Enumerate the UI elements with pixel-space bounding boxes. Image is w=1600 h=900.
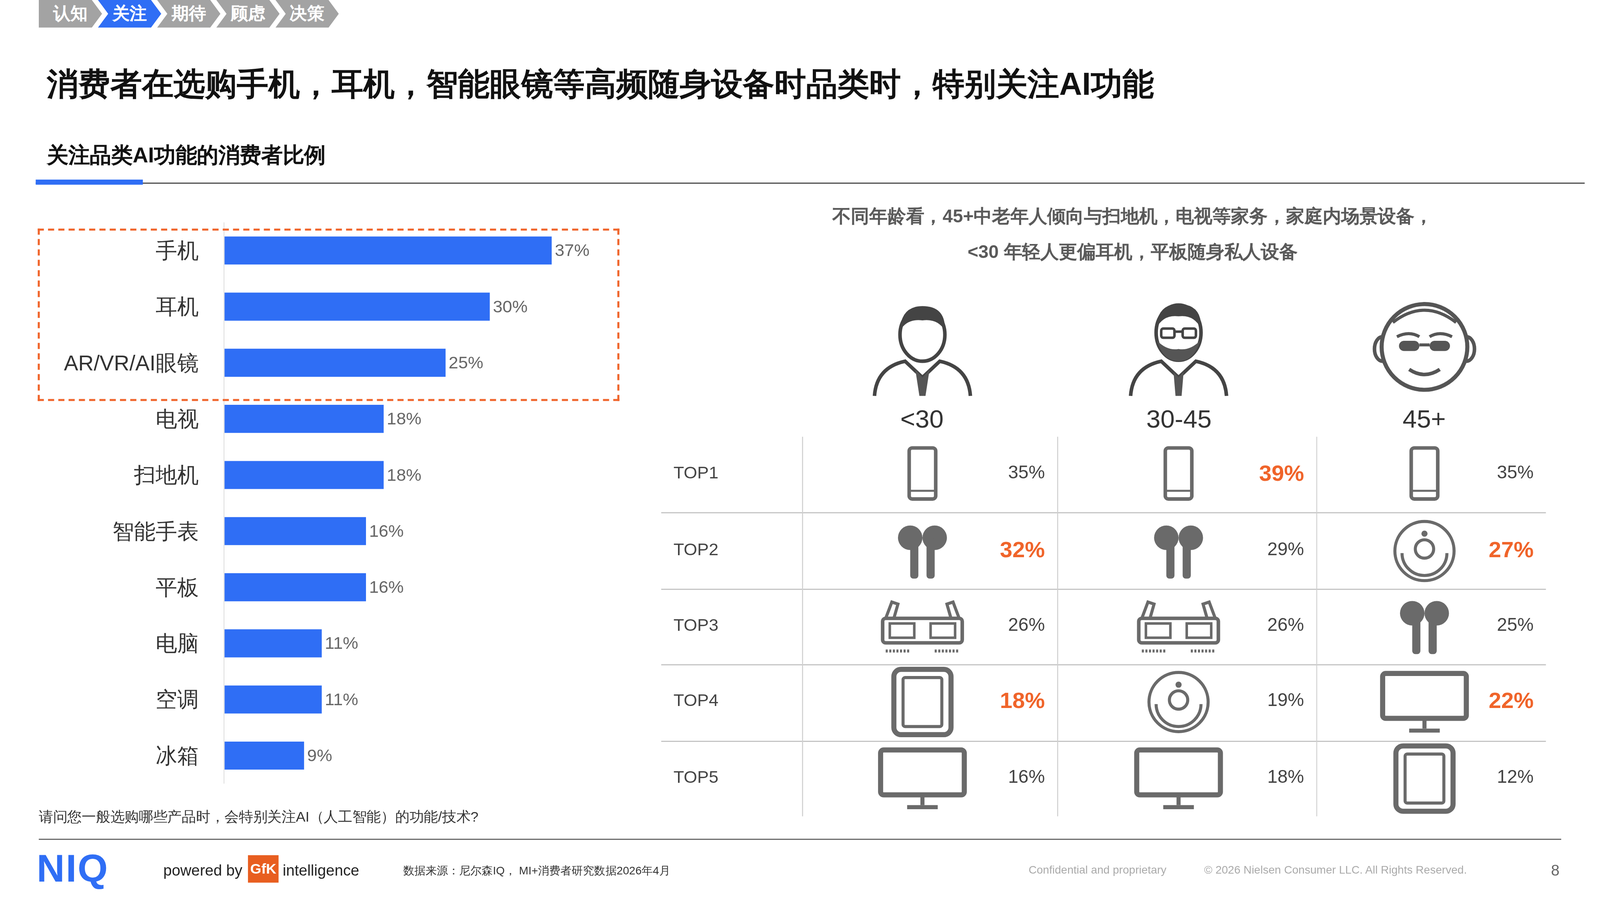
svg-text:空调: 空调 xyxy=(155,687,199,712)
html-text:NIQ: NIQ xyxy=(36,846,109,890)
svg-text:9%: 9% xyxy=(307,745,333,765)
html-text:消费者在选购手机，耳机，智能眼镜等高频随身设备时品类时，特别: 消费者在选购手机，耳机，智能眼镜等高频随身设备时品类时，特别关注AI功能 xyxy=(46,66,1155,103)
html-text:顾虑: 顾虑 xyxy=(230,4,266,24)
html-text:<30 年轻人更偏耳机，平板随身私人设备: <30 年轻人更偏耳机，平板随身私人设备 xyxy=(967,241,1298,263)
html-text:35%: 35% xyxy=(1496,462,1534,483)
html-text:TOP1: TOP1 xyxy=(673,463,719,483)
svg-text:电视: 电视 xyxy=(155,407,199,431)
html-text:26%: 26% xyxy=(1267,614,1305,635)
svg-text:手机: 手机 xyxy=(155,238,199,263)
svg-text:18%: 18% xyxy=(386,465,422,485)
html-text:关注: 关注 xyxy=(112,4,147,24)
html-text:请问您一般选购哪些产品时，会特别关注AI（人工智能）的功能/: 请问您一般选购哪些产品时，会特别关注AI（人工智能）的功能/技术? xyxy=(38,808,479,825)
html-text:数据来源：尼尔森IQ， MI+消费者研究数据2026年4月: 数据来源：尼尔森IQ， MI+消费者研究数据2026年4月 xyxy=(403,864,671,877)
html-text:TOP3: TOP3 xyxy=(673,615,719,635)
html-text:决策: 决策 xyxy=(289,4,325,24)
html-text:22%: 22% xyxy=(1488,688,1534,714)
svg-text:37%: 37% xyxy=(554,240,590,260)
html-text:<30: <30 xyxy=(900,404,944,433)
html-text:TOP2: TOP2 xyxy=(673,539,719,559)
html-text:27%: 27% xyxy=(1488,536,1534,562)
svg-text:AR/VR/AI眼镜: AR/VR/AI眼镜 xyxy=(64,351,199,375)
html-text:32%: 32% xyxy=(999,536,1045,562)
html-text:39%: 39% xyxy=(1259,460,1305,486)
html-text:© 2026 Nielsen Consumer LLC. A: © 2026 Nielsen Consumer LLC. All Rights … xyxy=(1204,863,1467,876)
html-text:35%: 35% xyxy=(1008,462,1045,483)
html-text:TOP5: TOP5 xyxy=(673,767,719,787)
html-text:19%: 19% xyxy=(1267,690,1305,711)
html-text:powered by: powered by xyxy=(163,861,243,879)
html-text:GfK intelligence: GfK intelligence xyxy=(250,860,360,879)
svg-text:冰箱: 冰箱 xyxy=(155,744,199,768)
html-text:关注品类AI功能的消费者比例: 关注品类AI功能的消费者比例 xyxy=(46,142,326,167)
svg-text:30%: 30% xyxy=(492,296,528,316)
html-text:期待: 期待 xyxy=(171,4,207,24)
svg-text:平板: 平板 xyxy=(155,575,199,600)
svg-text:16%: 16% xyxy=(369,577,404,597)
svg-text:电脑: 电脑 xyxy=(155,631,199,656)
svg-text:耳机: 耳机 xyxy=(155,294,199,319)
svg-text:扫地机: 扫地机 xyxy=(133,463,199,487)
svg-text:11%: 11% xyxy=(324,689,359,709)
html-text:认知: 认知 xyxy=(53,4,88,24)
svg-text:18%: 18% xyxy=(386,408,422,428)
html-text:29%: 29% xyxy=(1267,538,1305,559)
html-text:26%: 26% xyxy=(1008,614,1045,635)
html-text:8: 8 xyxy=(1551,861,1560,879)
html-text:不同年龄看，45+中老年人倾向与扫地机，电视等家务，家庭内场: 不同年龄看，45+中老年人倾向与扫地机，电视等家务，家庭内场景设备， xyxy=(832,206,1433,227)
svg-text:25%: 25% xyxy=(448,352,484,372)
html-text:16%: 16% xyxy=(1008,766,1045,787)
svg-text:智能手表: 智能手表 xyxy=(112,519,199,544)
svg-text:11%: 11% xyxy=(324,633,359,653)
html-text:12%: 12% xyxy=(1496,766,1534,787)
html-text:18%: 18% xyxy=(999,688,1045,714)
svg-text:16%: 16% xyxy=(369,521,404,541)
html-text:25%: 25% xyxy=(1496,614,1534,635)
html-text:30-45: 30-45 xyxy=(1146,404,1212,433)
html-text:18%: 18% xyxy=(1267,766,1305,787)
html-text:45+: 45+ xyxy=(1402,404,1446,433)
html-text:TOP4: TOP4 xyxy=(673,691,719,711)
html-text:Confidential and proprietary: Confidential and proprietary xyxy=(1028,863,1167,876)
